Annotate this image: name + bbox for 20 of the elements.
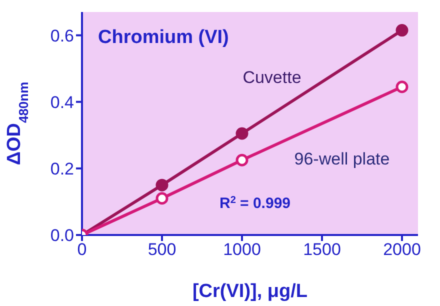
point: [236, 154, 248, 166]
x-tick-label: 1000: [223, 240, 261, 260]
y-tick-label: 0.2: [50, 159, 74, 178]
point: [396, 24, 408, 37]
point: [156, 178, 168, 192]
x-axis-title: [Cr(VI)], μg/L: [192, 281, 308, 302]
point: [396, 80, 408, 94]
x-tick-label: 2000: [383, 240, 421, 260]
point: [236, 127, 248, 140]
x-tick-label: 0: [77, 240, 87, 260]
text: Chromium (VI): [98, 27, 229, 48]
annotation: R$^{2}$ = 0.999: [219, 194, 291, 212]
y-tick-label: 0.6: [50, 26, 74, 46]
series-label: Cuvette: [242, 68, 302, 87]
x-tick-label: 500: [148, 240, 176, 260]
point: [156, 192, 168, 205]
y-tick-label: 0.0: [50, 226, 74, 246]
y-tick-label: 0.4: [50, 92, 74, 112]
series-label: 96-well plate: [294, 150, 390, 169]
x-tick-label: 1500: [303, 240, 341, 260]
